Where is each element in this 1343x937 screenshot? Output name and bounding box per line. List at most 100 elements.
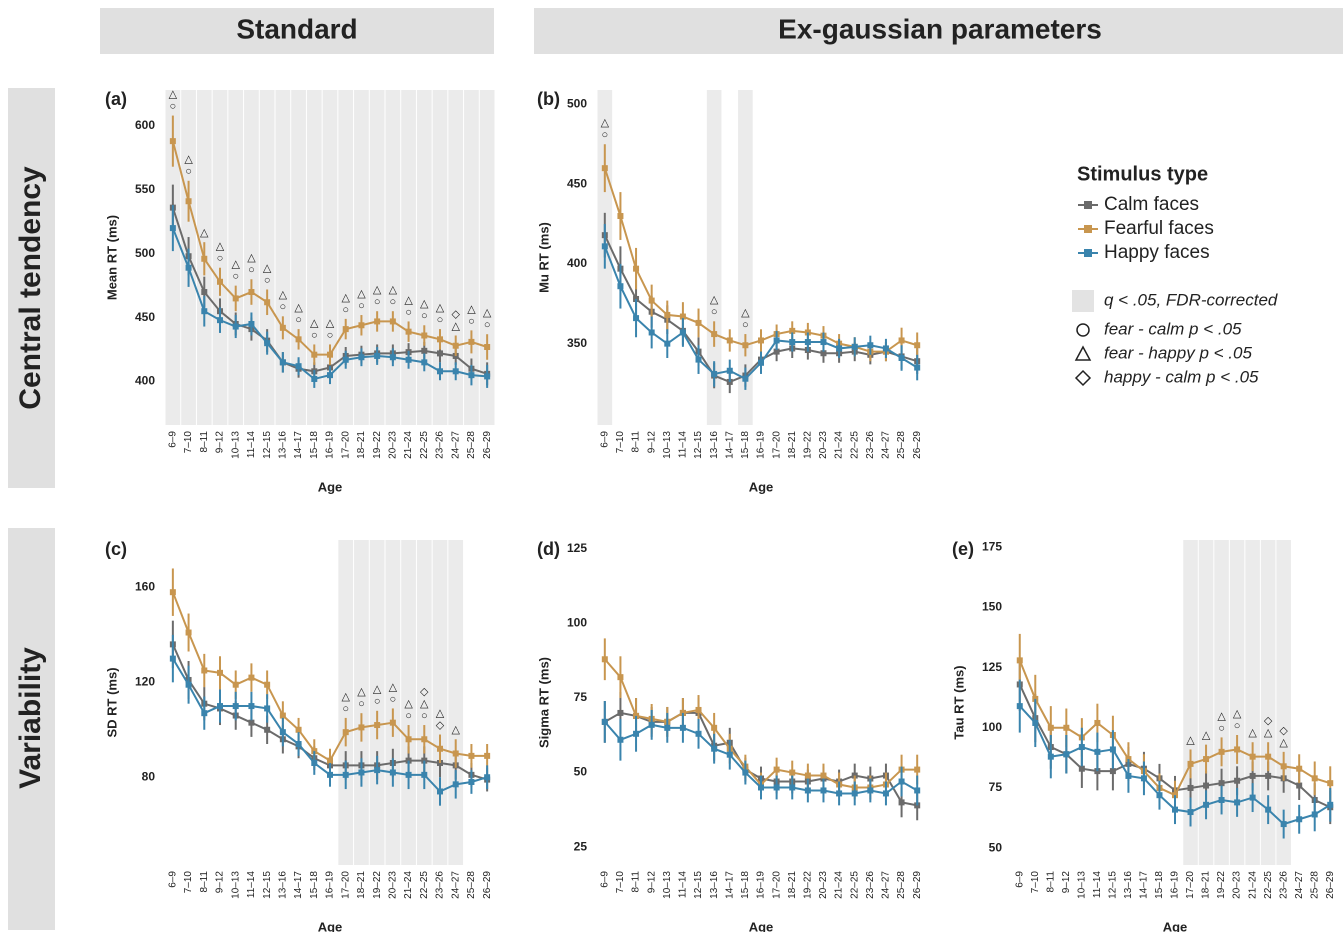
significance-symbol: ○ [390,693,397,705]
significance-symbol: △ [436,302,445,314]
significance-symbol: ○ [1234,720,1241,732]
point [311,375,318,382]
point [327,351,333,358]
significance-symbol: ◇ [1264,715,1273,727]
x-tick-label: 22–25 [1263,871,1274,899]
point [1094,748,1101,755]
significance-shade [401,90,416,425]
point [1187,809,1194,816]
x-tick-label: 23–26 [435,431,446,459]
point [185,198,192,205]
y-tick-label: 50 [574,765,588,779]
point [342,771,349,778]
x-tick-label: 17–20 [340,871,351,899]
point [1078,744,1085,751]
x-tick-label: 6–9 [599,871,610,888]
x-tick-label: 8–11 [199,431,210,453]
legend-marker [1084,201,1092,209]
x-tick-label: 24–27 [881,871,892,899]
point [648,297,655,304]
point [1234,777,1241,784]
x-tick-label: 7–10 [1030,871,1041,894]
point [1327,801,1334,808]
x-tick-label: 18–21 [787,431,798,459]
significance-symbol: △ [389,681,398,693]
point [217,317,223,324]
point [169,225,176,232]
point [264,681,271,688]
x-tick-label: 17–20 [771,431,782,459]
point [185,629,192,636]
x-tick-label: 24–27 [881,431,892,459]
y-tick-label: 50 [989,840,1003,854]
point [468,752,475,759]
significance-symbol: △ [169,88,178,100]
point [169,138,176,145]
y-axis-label: Mean RT (ms) [104,215,119,300]
significance-symbol: ○ [311,329,318,341]
significance-symbol: ○ [358,300,365,312]
y-tick-label: 125 [567,541,587,555]
significance-symbol: ○ [374,696,381,708]
point [601,243,608,250]
significance-symbol: △ [1233,708,1242,720]
y-tick-label: 160 [135,580,155,594]
point [484,752,491,759]
point [185,264,192,271]
x-tick-label: 9–12 [215,431,226,454]
significance-symbol: ○ [358,698,365,710]
point [468,372,475,379]
y-tick-label: 75 [574,690,588,704]
point [1265,772,1272,779]
point [664,340,671,347]
point [232,703,239,710]
point [1203,801,1210,808]
x-tick-label: 19–22 [1216,871,1227,899]
y-tick-label: 350 [567,336,587,350]
point [711,370,718,377]
row-label: Central tendency [14,166,47,410]
significance-shade [212,90,228,425]
y-tick-label: 100 [982,720,1002,734]
x-tick-label: 15–18 [309,431,320,459]
point [1016,703,1023,710]
legend-text: q < .05, FDR-corrected [1104,290,1278,309]
point [867,342,874,349]
point [601,165,608,172]
significance-shade [1229,540,1245,865]
point [664,724,671,731]
point [389,769,396,776]
significance-symbol: △ [1264,727,1273,739]
point [898,778,905,785]
significance-shade [1276,540,1291,865]
x-tick-label: 21–24 [403,431,414,459]
point [169,655,176,662]
point [295,741,302,748]
point [1047,753,1054,760]
point [914,342,921,349]
x-tick-label: 6–9 [599,431,610,448]
point [804,339,811,346]
panel-label: (d) [537,539,560,559]
significance-shade [738,90,753,425]
x-tick-label: 25–28 [896,871,907,899]
point [1047,724,1054,731]
y-tick-label: 75 [989,780,1003,794]
significance-shade [448,90,464,425]
point [389,354,396,361]
x-tick-label: 23–26 [865,871,876,899]
panel-label: (a) [105,89,127,109]
point [1280,763,1287,770]
point [617,283,624,290]
point [1125,772,1132,779]
point [742,342,749,349]
point [201,289,208,296]
significance-shade [369,540,385,865]
point [820,339,827,346]
point [279,359,286,366]
point [1265,806,1272,813]
significance-symbol: ○ [405,306,412,318]
point [389,318,396,325]
x-tick-label: 22–25 [849,431,860,459]
point [185,681,192,688]
